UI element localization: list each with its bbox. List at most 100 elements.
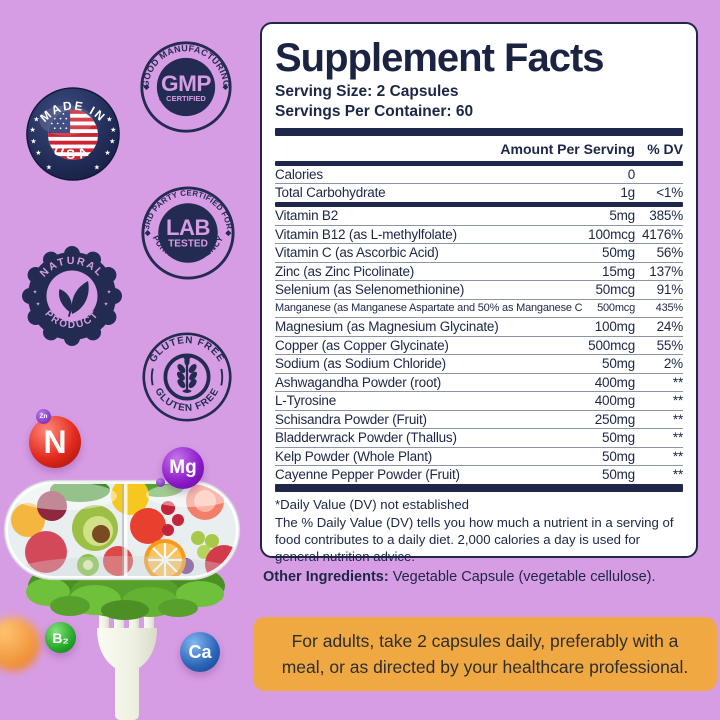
other-ingredients-text: Vegetable Capsule (vegetable cellulose). <box>388 569 656 585</box>
nutrient-row: Vitamin C (as Ascorbic Acid) 50mg 56% <box>275 243 683 262</box>
nutrient-name: Vitamin B12 (as L-methylfolate) <box>275 226 457 242</box>
nutrient-name: Copper (as Copper Glycinate) <box>275 337 449 353</box>
zinc-sphere: Zn <box>36 409 51 424</box>
nutrient-row: Schisandra Powder (Fruit) 250mg ** <box>275 409 683 429</box>
nutrient-row: Magnesium (as Magnesium Glycinate) 100mg… <box>275 317 683 336</box>
nutrient-row: L-Tyrosine 400mg ** <box>275 391 683 410</box>
gluten-free-badge: GLUTEN FREE GLUTEN FREE <box>142 332 232 422</box>
nutrient-row: Ashwagandha Powder (root) 400mg ** <box>275 372 683 392</box>
star-icon: ★ <box>35 148 41 157</box>
wheat-icon <box>176 355 198 393</box>
directions-box: For adults, take 2 capsules daily, prefe… <box>253 617 717 691</box>
star-icon: ★ <box>30 137 36 146</box>
nutrient-dv: ** <box>672 393 683 409</box>
nutrient-dv: 91% <box>656 282 684 298</box>
nutrient-name: Selenium (as Selenomethionine) <box>275 282 465 298</box>
calories-row: Calories 0 <box>275 166 683 184</box>
nutrient-dv: ** <box>672 467 683 483</box>
nutrient-row: Vitamin B12 (as L-methylfolate) 100mcg 4… <box>275 224 683 244</box>
divider-bar <box>275 483 683 492</box>
nutrient-dv: ** <box>672 430 683 446</box>
supplement-facts-panel: Supplement Facts Serving Size: 2 Capsule… <box>260 22 698 564</box>
footnote-daily-value: The % Daily Value (DV) tells you how muc… <box>275 515 674 565</box>
sparkle-icon: ✦ <box>106 289 111 296</box>
diamond-icon <box>225 230 232 237</box>
diamond-icon <box>143 84 150 91</box>
nutrient-amount: 100mg <box>594 319 635 335</box>
nutrient-dv: 24% <box>656 319 684 335</box>
column-header-row: Amount Per Serving % DV <box>275 136 683 161</box>
star-icon: ★ <box>109 137 115 146</box>
calcium-sphere: Ca <box>180 632 220 672</box>
nutrient-amount: 50mg <box>602 448 635 464</box>
nutrient-amount: 50mg <box>602 245 635 261</box>
footnote-dv-not-established: *Daily Value (DV) not established <box>275 496 469 512</box>
nutrient-dv: ** <box>672 374 683 390</box>
nutrient-row: Bladderwrack Powder (Thallus) 50mg ** <box>275 428 683 447</box>
nutrient-amount: 500mcg <box>588 337 635 353</box>
nutrient-amount: 0 <box>627 166 636 182</box>
sparkle-icon: ✦ <box>35 301 40 308</box>
sphere-label: Ca <box>188 641 212 662</box>
nutrient-name: Sodium (as Sodium Chloride) <box>275 356 446 372</box>
gmp-certified-text: CERTIFIED <box>166 94 206 103</box>
sparkle-icon: ✦ <box>103 301 108 308</box>
divider-bar <box>275 127 683 136</box>
leaf-icon <box>58 281 89 317</box>
nitrogen-sphere: N <box>29 416 81 468</box>
star-icon: ★ <box>46 163 52 172</box>
nutrient-amount: 50mg <box>602 356 635 372</box>
directions-text: For adults, take 2 capsules daily, prefe… <box>281 631 689 678</box>
lettuce-graphic <box>26 564 225 620</box>
made-in-usa-badge: MADE IN USA ★ ★ ★ ★ ★ ★ ★ ★ ★ ★ <box>26 87 120 181</box>
nutrient-name: Zinc (as Zinc Picolinate) <box>275 263 415 279</box>
nutrient-row: Kelp Powder (Whole Plant) 50mg ** <box>275 446 683 466</box>
nutrient-name: Total Carbohydrate <box>275 185 386 201</box>
nutrient-dv: 385% <box>649 208 683 224</box>
sphere-label: B₂ <box>52 629 69 646</box>
other-ingredients-heading: Other Ingredients: <box>263 569 389 585</box>
nutrient-name: Manganese (as Manganese Aspartate and 50… <box>275 301 583 314</box>
nutrient-dv: ** <box>672 411 683 427</box>
nutrient-row: Cayenne Pepper Powder (Fruit) 50mg ** <box>275 465 683 484</box>
nutrient-name: Cayenne Pepper Powder (Fruit) <box>275 467 460 483</box>
nutrient-dv: <1% <box>656 185 683 201</box>
sphere-label: Mg <box>169 457 197 478</box>
nutrient-amount: 500mcg <box>597 301 635 314</box>
nutrient-row: Copper (as Copper Glycinate) 500mcg 55% <box>275 335 683 355</box>
magnesium-sphere: Mg <box>162 447 204 489</box>
capsule-fruits-graphic <box>3 479 241 720</box>
nutrient-name: Kelp Powder (Whole Plant) <box>275 448 433 464</box>
star-icon: ★ <box>104 148 110 157</box>
nutrient-row: Manganese (as Manganese Aspartate and 50… <box>275 298 684 318</box>
amount-per-serving-header: Amount Per Serving <box>500 140 635 157</box>
nutrient-amount: 50mg <box>602 430 635 446</box>
nutrient-row: Sodium (as Sodium Chloride) 50mg 2% <box>275 354 683 373</box>
star-icon: ★ <box>110 125 116 134</box>
nutrient-name: Calories <box>275 166 323 182</box>
nutrient-row: Vitamin B2 5mg 385% <box>275 207 683 225</box>
lab-tested-text: TESTED <box>168 238 208 249</box>
other-ingredients: Other Ingredients: Vegetable Capsule (ve… <box>263 569 703 585</box>
nutrient-row: Zinc (as Zinc Picolinate) 15mg 137% <box>275 261 683 281</box>
nutrient-amount: 1g <box>620 185 635 201</box>
sphere-label: N <box>43 423 67 460</box>
nutrient-amount: 400mg <box>594 393 635 409</box>
star-icon: ★ <box>33 115 39 124</box>
nutrient-name: Vitamin C (as Ascorbic Acid) <box>275 245 439 261</box>
nutrient-row: Selenium (as Selenomethionine) 50mcg 91% <box>275 280 683 299</box>
gmp-certified-badge: GOOD MANUFACTURING PRACTICE GMP CERTIFIE… <box>140 41 232 133</box>
lab-tested-badge: 3RD PARTY CERTIFIED FOR PURITY & POTENCY… <box>141 186 235 280</box>
nutrient-amount: 250mg <box>594 411 635 427</box>
nutrient-name: Schisandra Powder (Fruit) <box>275 411 427 427</box>
servings-per-container: Servings Per Container: 60 <box>275 103 474 121</box>
nutrient-dv: 435% <box>655 301 684 314</box>
natural-product-badge: NATURAL PRODUCT ✦ ✦ ✦ ✦ <box>22 246 122 346</box>
nutrient-amount: 100mcg <box>588 226 635 242</box>
diamond-icon <box>144 230 151 237</box>
vitamin-b2-sphere: B₂ <box>45 622 76 653</box>
star-icon: ★ <box>94 163 100 172</box>
nutrient-amount: 5mg <box>609 208 635 224</box>
nutrient-dv: 137% <box>649 263 683 279</box>
